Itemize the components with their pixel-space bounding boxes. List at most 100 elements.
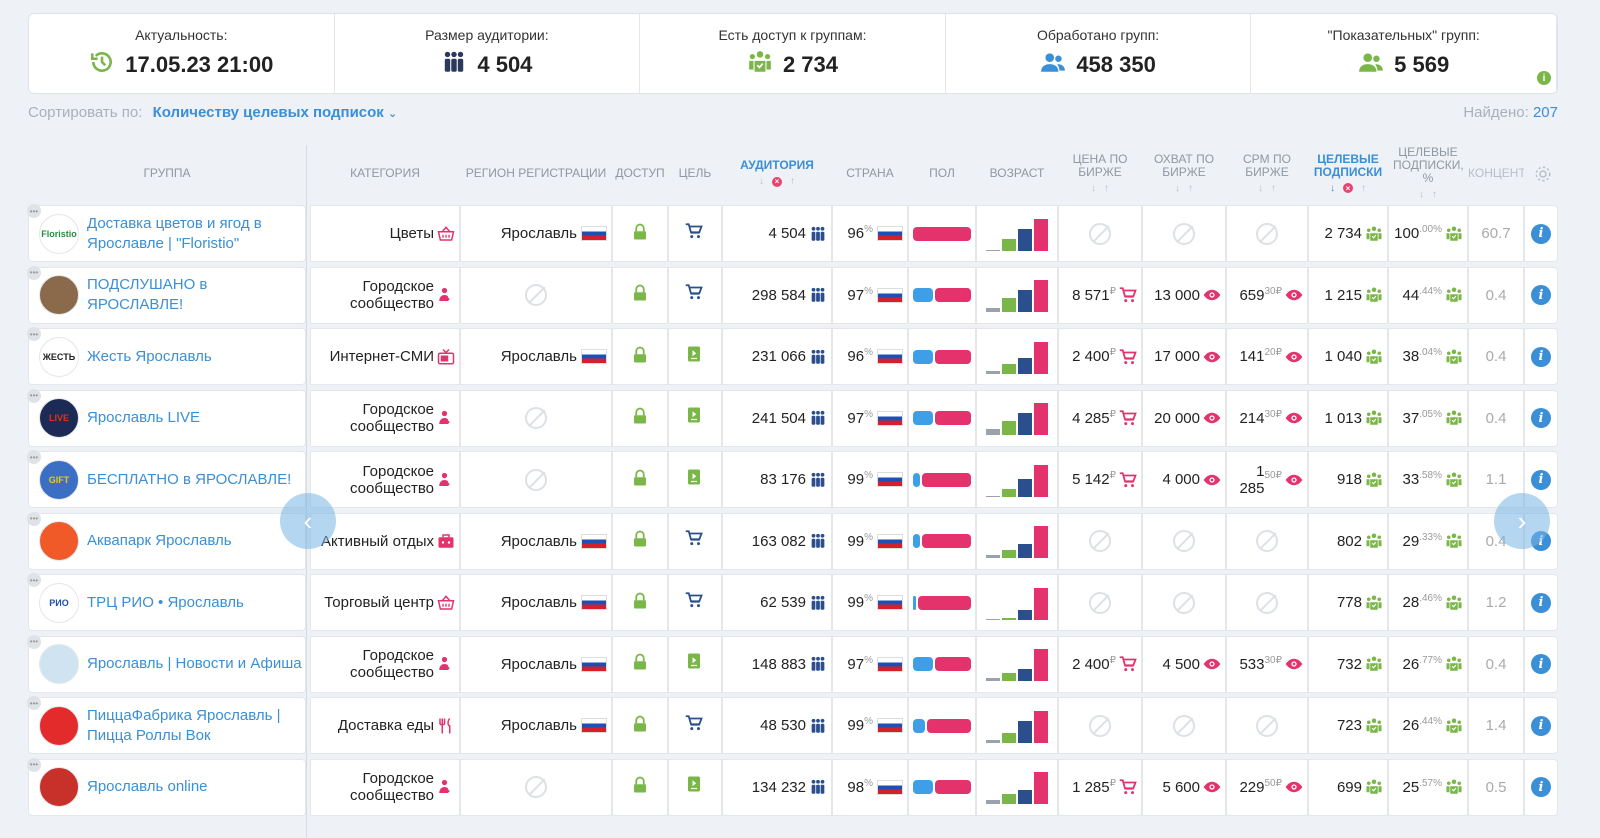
target-value: 1 013 bbox=[1324, 409, 1362, 427]
age-bar bbox=[1034, 280, 1048, 312]
hide-row-icon[interactable]: ••• bbox=[27, 388, 41, 403]
reach-cell: 17 000 bbox=[1142, 328, 1226, 385]
group-link[interactable]: Ярославль | Новости и Афиша bbox=[87, 655, 302, 672]
hide-row-icon[interactable]: ••• bbox=[27, 265, 41, 280]
target-value: 778 bbox=[1336, 594, 1362, 611]
hide-row-icon[interactable]: ••• bbox=[27, 634, 41, 649]
table-row[interactable]: ••• Аквапарк Ярославль Активный отдых Ярос… bbox=[27, 511, 1558, 570]
age-cell bbox=[976, 205, 1058, 262]
sort-controls[interactable]: ↓ × ↑ bbox=[759, 176, 795, 187]
col-category: Категория bbox=[350, 166, 420, 180]
gender-cell bbox=[908, 697, 976, 754]
price-cell: 5 142 ₽ bbox=[1058, 451, 1142, 508]
reach-value: 13 000 bbox=[1154, 286, 1200, 304]
info-icon[interactable]: i bbox=[1531, 592, 1551, 613]
table-row[interactable]: ••• ЖЕСТЬ Жесть Ярославль Интернет-СМИ Яро… bbox=[27, 327, 1558, 385]
scroll-right-button[interactable]: › bbox=[1494, 493, 1550, 549]
info-icon[interactable]: i bbox=[1531, 223, 1551, 244]
hide-row-icon[interactable]: ••• bbox=[27, 204, 41, 218]
info-cell[interactable]: i bbox=[1524, 328, 1558, 385]
table-row[interactable]: ••• ПиццаФабрика Ярославль | Пицца Роллы… bbox=[27, 696, 1558, 754]
bag-icon bbox=[437, 532, 455, 550]
info-cell[interactable]: i bbox=[1524, 758, 1558, 816]
group-cell[interactable]: ••• GIFT БЕСПЛАТНО в ЯРОСЛАВЛЕ! bbox=[27, 450, 306, 508]
hide-row-icon[interactable]: ••• bbox=[27, 327, 41, 341]
table-row[interactable]: ••• РИО ТРЦ РИО • Ярославль Торговый цент… bbox=[27, 573, 1558, 631]
age-cell bbox=[976, 697, 1058, 754]
group-cell[interactable]: ••• РИО ТРЦ РИО • Ярославль bbox=[27, 573, 306, 631]
group-cell[interactable]: ••• LIVE Ярославль LIVE bbox=[27, 388, 306, 447]
info-cell[interactable]: i bbox=[1524, 205, 1558, 262]
settings-icon[interactable] bbox=[1530, 145, 1556, 202]
group-link[interactable]: Доставка цветов и ягод в Ярославле | "Fl… bbox=[87, 214, 262, 252]
group-link[interactable]: ПОДСЛУШАНО в ЯРОСЛАВЛЕ! bbox=[87, 276, 208, 313]
hide-row-icon[interactable]: ••• bbox=[27, 450, 41, 464]
age-chart bbox=[986, 278, 1048, 312]
hide-row-icon[interactable]: ••• bbox=[27, 696, 41, 710]
info-icon[interactable]: i bbox=[1531, 654, 1551, 674]
info-icon[interactable]: i bbox=[1531, 285, 1551, 305]
russia-flag-icon bbox=[877, 718, 903, 733]
info-cell[interactable]: i bbox=[1524, 697, 1558, 754]
info-cell[interactable]: i bbox=[1524, 389, 1558, 447]
group-link[interactable]: ПиццаФабрика Ярославль | Пицца Роллы Вок bbox=[87, 706, 281, 744]
hide-row-icon[interactable]: ••• bbox=[27, 757, 41, 772]
access-cell bbox=[612, 389, 668, 447]
goal-cell bbox=[668, 451, 722, 508]
eye-icon bbox=[1203, 286, 1221, 304]
table-row[interactable]: ••• ПОДСЛУШАНО в ЯРОСЛАВЛЕ! Городское соо… bbox=[27, 265, 1558, 324]
info-icon[interactable]: i bbox=[1531, 777, 1551, 797]
group-cell[interactable]: ••• Аквапарк Ярославль bbox=[27, 511, 306, 570]
info-icon[interactable]: i bbox=[1531, 715, 1551, 736]
group-link[interactable]: БЕСПЛАТНО в ЯРОСЛАВЛЕ! bbox=[87, 470, 292, 488]
cart-icon bbox=[685, 283, 709, 307]
group-cell[interactable]: ••• Ярославль online bbox=[27, 757, 306, 816]
scroll-left-button[interactable]: ‹ bbox=[280, 493, 336, 549]
col-reach[interactable]: Охват по бирже ↓ ↑ bbox=[1153, 151, 1215, 194]
col-gender: Пол bbox=[929, 166, 955, 180]
stats-info-icon[interactable]: i bbox=[1537, 71, 1551, 85]
col-audience[interactable]: Аудитория ↓ × ↑ bbox=[740, 158, 814, 188]
group-cell[interactable]: ••• ЖЕСТЬ Жесть Ярославль bbox=[27, 327, 306, 385]
age-bar bbox=[986, 308, 1000, 312]
target-pct-value: 37 bbox=[1402, 409, 1420, 427]
table-row[interactable]: ••• LIVE Ярославль LIVE Городское сообщес… bbox=[27, 388, 1558, 447]
table-row[interactable]: ••• Floristio Доставка цветов и ягод в Я… bbox=[27, 204, 1558, 262]
group-link[interactable]: Жесть Ярославль bbox=[87, 347, 212, 365]
group-link[interactable]: ТРЦ РИО • Ярославль bbox=[87, 593, 244, 611]
group-cell[interactable]: ••• Floristio Доставка цветов и ягод в Я… bbox=[27, 204, 306, 262]
unavailable-icon bbox=[1173, 591, 1195, 614]
reach-cell bbox=[1142, 697, 1226, 754]
info-icon[interactable]: i bbox=[1531, 469, 1551, 490]
col-cpm[interactable]: CPM по бирже ↓ ↑ bbox=[1243, 151, 1291, 194]
group-link[interactable]: Ярославль online bbox=[87, 778, 208, 795]
group-access-icon bbox=[1365, 225, 1383, 243]
people-small-icon bbox=[809, 471, 827, 489]
info-cell[interactable]: i bbox=[1524, 266, 1558, 324]
table-row[interactable]: ••• GIFT БЕСПЛАТНО в ЯРОСЛАВЛЕ! Городское… bbox=[27, 450, 1558, 508]
hide-row-icon[interactable]: ••• bbox=[27, 573, 41, 587]
audience-cell: 298 584 bbox=[722, 266, 832, 324]
price-value: 2 400 bbox=[1072, 348, 1110, 365]
col-target[interactable]: Целевые подписки ↓ × ↑ bbox=[1313, 151, 1383, 194]
col-price[interactable]: Цена по бирже ↓ ↑ bbox=[1072, 151, 1128, 194]
info-icon[interactable]: i bbox=[1531, 346, 1551, 367]
table-row[interactable]: ••• Ярославль online Городское сообщество… bbox=[27, 757, 1558, 816]
col-target-pct[interactable]: Целевые подписки, % ↓ ↑ bbox=[1393, 145, 1464, 201]
group-link[interactable]: Аквапарк Ярославль bbox=[87, 532, 232, 549]
table-row[interactable]: ••• Ярославль | Новости и Афиша Городское… bbox=[27, 634, 1558, 693]
sort-dropdown[interactable]: Количеству целевых подписок ⌄ bbox=[152, 104, 398, 121]
info-cell[interactable]: i bbox=[1524, 574, 1558, 631]
info-cell[interactable]: i bbox=[1524, 635, 1558, 693]
group-link[interactable]: Ярославль LIVE bbox=[87, 409, 200, 426]
info-icon[interactable]: i bbox=[1531, 408, 1551, 428]
group-cell[interactable]: ••• ПОДСЛУШАНО в ЯРОСЛАВЛЕ! bbox=[27, 265, 306, 324]
found-count: Найдено: 207 bbox=[1463, 104, 1558, 121]
eye-icon bbox=[1203, 655, 1221, 673]
hide-row-icon[interactable]: ••• bbox=[27, 511, 41, 526]
unavailable-icon bbox=[1256, 714, 1278, 737]
group-cell[interactable]: ••• ПиццаФабрика Ярославль | Пицца Роллы… bbox=[27, 696, 306, 754]
cpm-cell: 659 30 ₽ bbox=[1226, 266, 1308, 324]
group-cell[interactable]: ••• Ярославль | Новости и Афиша bbox=[27, 634, 306, 693]
target-pct-cell: 26. 77% bbox=[1388, 635, 1468, 693]
